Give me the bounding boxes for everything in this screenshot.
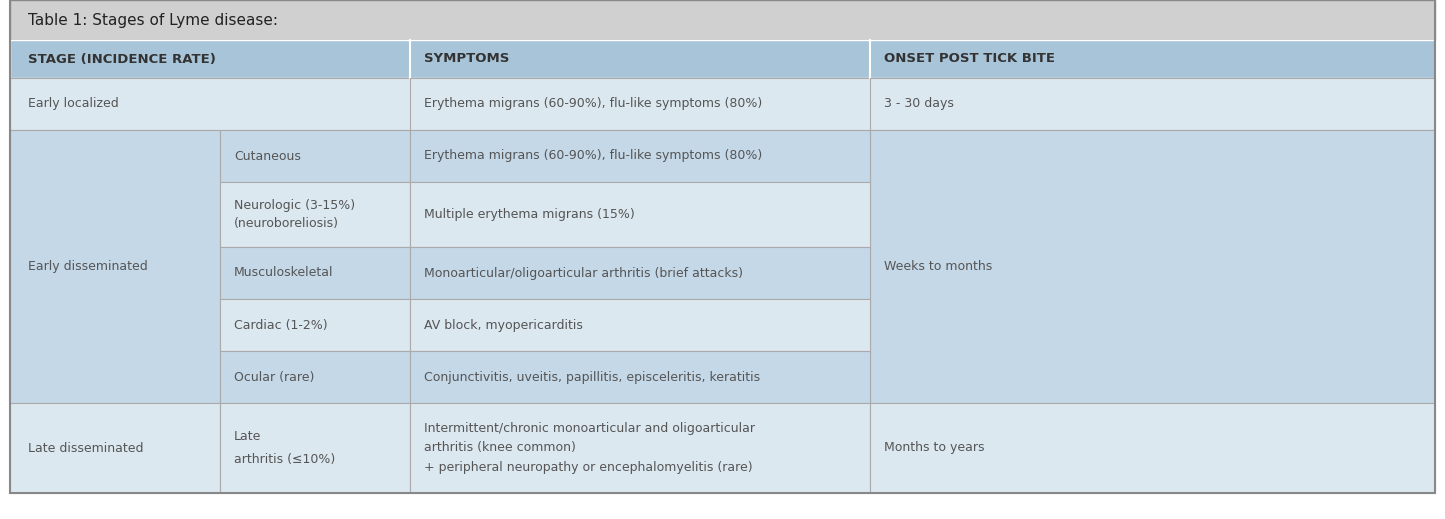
Text: arthritis (≤10%): arthritis (≤10%): [234, 453, 335, 466]
Bar: [410, 299, 870, 351]
Text: Months to years: Months to years: [884, 442, 984, 455]
Text: Early localized: Early localized: [27, 98, 118, 111]
Text: arthritis (knee common): arthritis (knee common): [423, 442, 577, 455]
Bar: [870, 403, 1435, 493]
Text: Intermittent/chronic monoarticular and oligoarticular: Intermittent/chronic monoarticular and o…: [423, 422, 754, 435]
Text: Cutaneous: Cutaneous: [234, 149, 301, 162]
Bar: [220, 247, 410, 299]
Text: Conjunctivitis, uveitis, papillitis, episceleritis, keratitis: Conjunctivitis, uveitis, papillitis, epi…: [423, 371, 760, 384]
Bar: [410, 351, 870, 403]
Bar: [10, 78, 1435, 130]
Text: AV block, myopericarditis: AV block, myopericarditis: [423, 319, 582, 332]
Text: SYMPTOMS: SYMPTOMS: [423, 52, 510, 65]
Bar: [10, 130, 220, 403]
Text: Ocular (rare): Ocular (rare): [234, 371, 315, 384]
Text: Table 1: Stages of Lyme disease:: Table 1: Stages of Lyme disease:: [27, 12, 277, 28]
Bar: [410, 130, 870, 182]
Text: Erythema migrans (60-90%), flu-like symptoms (80%): Erythema migrans (60-90%), flu-like symp…: [423, 149, 763, 162]
Bar: [220, 351, 410, 403]
Bar: [870, 130, 1435, 403]
Text: Cardiac (1-2%): Cardiac (1-2%): [234, 319, 328, 332]
Bar: [410, 247, 870, 299]
Text: Late disseminated: Late disseminated: [27, 442, 143, 455]
Text: (neuroboreliosis): (neuroboreliosis): [234, 217, 340, 230]
Bar: [10, 0, 1435, 40]
Bar: [220, 182, 410, 247]
Text: 3 - 30 days: 3 - 30 days: [884, 98, 954, 111]
Text: Multiple erythema migrans (15%): Multiple erythema migrans (15%): [423, 208, 634, 221]
Text: Weeks to months: Weeks to months: [884, 260, 993, 273]
Bar: [10, 403, 220, 493]
Text: Musculoskeletal: Musculoskeletal: [234, 266, 334, 280]
Text: Late: Late: [234, 430, 262, 443]
Bar: [410, 182, 870, 247]
Bar: [220, 403, 410, 493]
Bar: [10, 40, 1435, 78]
Text: Erythema migrans (60-90%), flu-like symptoms (80%): Erythema migrans (60-90%), flu-like symp…: [423, 98, 763, 111]
Text: Monoarticular/oligoarticular arthritis (brief attacks): Monoarticular/oligoarticular arthritis (…: [423, 266, 743, 280]
Text: STAGE (INCIDENCE RATE): STAGE (INCIDENCE RATE): [27, 52, 215, 65]
Bar: [410, 403, 870, 493]
Bar: [220, 299, 410, 351]
Text: + peripheral neuropathy or encephalomyelitis (rare): + peripheral neuropathy or encephalomyel…: [423, 461, 753, 474]
Text: ONSET POST TICK BITE: ONSET POST TICK BITE: [884, 52, 1055, 65]
Text: Early disseminated: Early disseminated: [27, 260, 147, 273]
Text: Neurologic (3-15%): Neurologic (3-15%): [234, 199, 355, 212]
Bar: [220, 130, 410, 182]
